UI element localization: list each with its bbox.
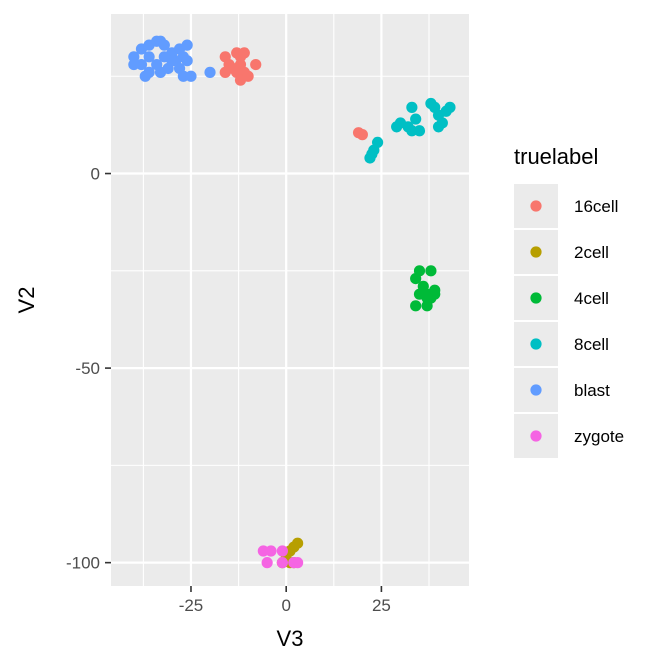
- y-tick-label: 0: [91, 165, 100, 184]
- point-8cell: [410, 113, 422, 125]
- point-8cell: [444, 101, 456, 113]
- legend-label-zygote: zygote: [574, 427, 624, 446]
- x-axis-title: V3: [277, 626, 304, 651]
- point-zygote: [276, 545, 288, 557]
- point-blast: [128, 51, 140, 63]
- point-blast: [181, 39, 193, 51]
- grid-minor: [111, 14, 469, 586]
- plot-panel: [111, 14, 469, 586]
- point-16cell: [242, 70, 254, 82]
- x-tick-label: -25: [179, 596, 204, 615]
- y-tick-label: -50: [75, 359, 100, 378]
- x-tick-label: 0: [281, 596, 290, 615]
- point-4cell: [410, 272, 422, 285]
- point-blast: [158, 39, 170, 51]
- point-4cell: [425, 265, 437, 277]
- data-points: [128, 35, 456, 569]
- point-blast: [151, 58, 163, 71]
- legend-swatch-zygote: [530, 430, 542, 442]
- point-4cell: [421, 300, 433, 312]
- legend-label-8cell: 8cell: [574, 335, 609, 354]
- point-4cell: [410, 300, 422, 312]
- point-blast: [204, 66, 216, 78]
- legend-swatch-2cell: [530, 246, 542, 258]
- point-blast: [158, 51, 170, 63]
- grid-major: [111, 14, 469, 586]
- point-8cell: [406, 101, 418, 113]
- y-axis-title: V2: [14, 287, 39, 314]
- legend-label-blast: blast: [574, 381, 610, 400]
- legend-label-4cell: 4cell: [574, 289, 609, 308]
- legend-label-16cell: 16cell: [574, 197, 618, 216]
- point-zygote: [261, 557, 273, 569]
- point-blast: [143, 51, 155, 63]
- point-blast: [185, 70, 197, 82]
- point-zygote: [292, 557, 304, 569]
- y-tick-label: -100: [66, 554, 100, 573]
- x-axis: -25 0 25: [179, 586, 391, 615]
- point-16cell: [219, 66, 231, 78]
- point-blast: [128, 58, 140, 71]
- point-blast: [181, 55, 193, 67]
- point-16cell: [356, 129, 368, 141]
- point-16cell: [238, 47, 250, 59]
- point-8cell: [413, 125, 426, 137]
- legend: truelabel 16cell 2cell 4cell 8cell blast zygo…: [514, 144, 624, 458]
- legend-label-2cell: 2cell: [574, 243, 609, 262]
- legend-title: truelabel: [514, 144, 598, 169]
- y-axis: -100 -50 0: [66, 165, 111, 573]
- point-16cell: [250, 58, 262, 71]
- point-8cell: [371, 136, 384, 149]
- legend-swatch-blast: [530, 384, 542, 396]
- legend-swatch-4cell: [530, 292, 542, 304]
- point-zygote: [265, 545, 277, 557]
- point-blast: [143, 66, 155, 78]
- legend-swatch-16cell: [530, 200, 542, 212]
- point-zygote: [276, 557, 288, 569]
- x-tick-label: 25: [372, 596, 391, 615]
- point-4cell: [429, 284, 441, 296]
- legend-swatch-8cell: [530, 338, 542, 350]
- point-8cell: [432, 121, 445, 133]
- point-4cell: [421, 292, 433, 304]
